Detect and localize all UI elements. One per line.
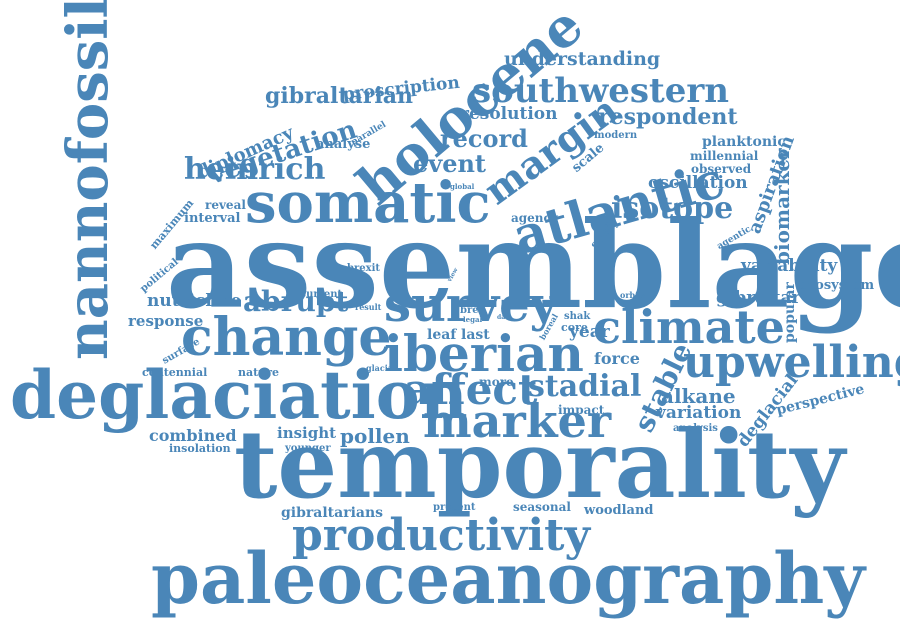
word-brexit: brexit [347, 263, 381, 274]
word-glacial: glacial [366, 363, 396, 373]
word-nannofossil: nannofossil [55, 0, 121, 360]
word-modern: modern [594, 130, 638, 141]
word-legal: legal [463, 315, 483, 324]
word-woodland: woodland [584, 503, 654, 518]
word-deglaciation: deglaciation [10, 356, 468, 434]
word-analysis: analysis [673, 423, 718, 434]
word-climate: climate [593, 300, 785, 354]
word-understanding: understanding [504, 48, 661, 70]
word-isotope: isotope [611, 191, 734, 226]
word-combined: combined [149, 426, 237, 445]
word-productivity: productivity [292, 510, 591, 561]
word-present: present [433, 502, 476, 513]
word-paleoceanography: paleoceanography [151, 537, 865, 620]
word-temporality: temporality [234, 410, 845, 520]
word-agency: agency [511, 211, 558, 225]
word-nutricline: nutricline [147, 291, 242, 311]
word-reveal: reveal [205, 198, 246, 212]
word-result: result [355, 302, 382, 312]
word-southwestern: southwestern [472, 71, 729, 111]
word-heinrich: heinrich [184, 152, 326, 187]
word-popular: popular [782, 282, 798, 343]
word-variability: variability [741, 256, 838, 276]
word-gibraltarian: gibraltarian [265, 83, 413, 109]
word-millennial: millennial [690, 149, 759, 163]
word-resolution: resolution [460, 104, 558, 124]
word-impact: impact [558, 403, 605, 417]
word-record: record [440, 124, 528, 153]
word-observed: observed [691, 162, 752, 176]
word-year: year [569, 322, 610, 342]
word-stadial: stadial [528, 369, 642, 404]
word-gibraltarians: gibraltarians [281, 505, 384, 521]
word-assemblage: assemblage [166, 195, 900, 336]
word-interval: interval [184, 211, 241, 226]
word-survey: survey [384, 277, 558, 333]
word-somatic: somatic [245, 170, 491, 236]
word-analyse: analyse [316, 137, 371, 152]
word-insolation: insolation [169, 442, 231, 455]
word-planktonic: planktonic [702, 134, 786, 150]
word-nature: nature [238, 366, 279, 379]
word-change: change [181, 307, 392, 368]
word-younger: younger [285, 443, 331, 454]
word-force: force [594, 349, 640, 368]
word-oscillation: oscillation [648, 173, 748, 193]
word-global: global [450, 182, 475, 191]
word-alkane: alkane [661, 384, 736, 408]
word-upwelling: upwelling [683, 337, 900, 388]
word-brex: brex [460, 305, 485, 316]
word-event: event [413, 149, 487, 178]
word-gibraltar: gibraltar [716, 288, 801, 308]
word-data: data [497, 314, 512, 321]
word-pollen: pollen [340, 424, 410, 448]
word-seasonal: seasonal [513, 500, 571, 514]
word-abrupt: abrupt [243, 285, 349, 318]
word-shak: shak [564, 311, 591, 322]
word-current: current [300, 289, 343, 300]
word-response: response [128, 312, 204, 330]
word-affect: affect [404, 365, 538, 414]
word-variation: variation [656, 403, 742, 423]
word-respondent: respondent [598, 104, 738, 130]
word-last: last [461, 327, 490, 343]
word-orbital: orbital [620, 290, 651, 300]
word-more: more [479, 375, 514, 389]
word-centennial: centennial [142, 366, 208, 379]
word-insight: insight [277, 424, 337, 442]
word-ecosystem: ecosystem [799, 278, 875, 293]
word-marker: marker [423, 394, 612, 448]
word-iberian: iberian [384, 324, 584, 383]
word-leaf: leaf [427, 327, 457, 343]
word-core: core [561, 321, 588, 334]
